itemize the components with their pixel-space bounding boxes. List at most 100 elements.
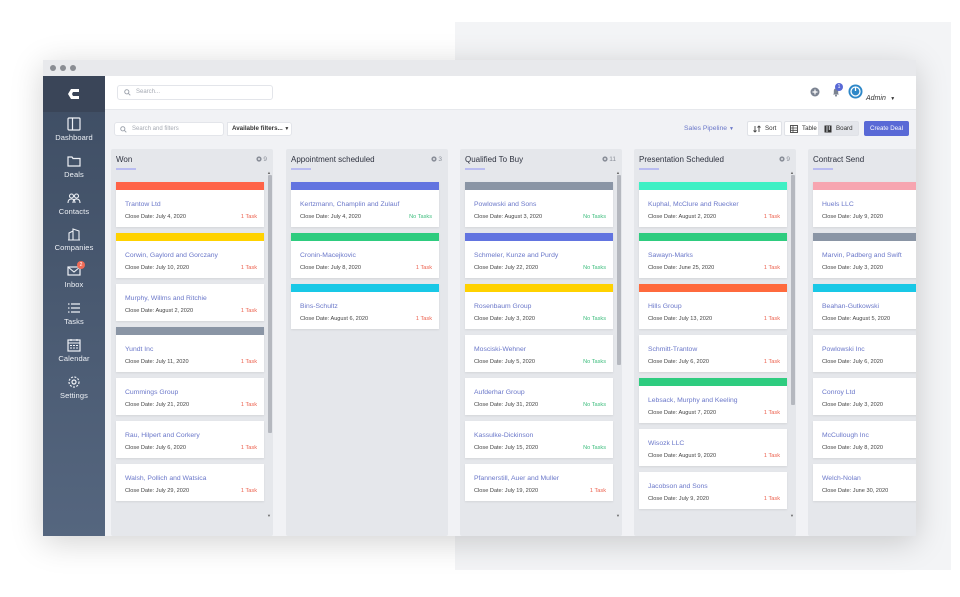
deal-card[interactable]: Lebsack, Murphy and Keeling Close Date: A… <box>639 378 787 423</box>
deal-name-link[interactable]: Bins-Schultz <box>300 303 338 310</box>
deal-name-link[interactable]: Yundt Inc <box>125 346 154 353</box>
deal-name-link[interactable]: Schmeler, Kunze and Purdy <box>474 252 559 259</box>
create-deal-button[interactable]: Create Deal <box>864 121 909 136</box>
deal-card[interactable]: Schmitt-Trantow Close Date: July 6, 2020 1… <box>639 335 787 372</box>
deal-card[interactable]: Aufderhar Group Close Date: July 31, 2020… <box>465 378 613 415</box>
scroll-thumb[interactable] <box>791 175 795 405</box>
task-count[interactable]: No Tasks <box>583 316 606 322</box>
board-view-button[interactable]: Board <box>818 121 859 136</box>
sidebar-item-contacts[interactable]: Contacts <box>43 191 105 227</box>
column-count[interactable]: 9 <box>256 156 267 163</box>
deal-card[interactable]: Pfannerstill, Auer and Muller Close Date:… <box>465 464 613 501</box>
app-logo[interactable] <box>43 76 105 112</box>
deal-card[interactable]: Kassulke-Dickinson Close Date: July 15, 2… <box>465 421 613 458</box>
deal-name-link[interactable]: Cronin-Macejkovic <box>300 252 356 259</box>
scroll-down-icon[interactable]: ▼ <box>267 513 271 518</box>
deal-card[interactable]: Murphy, Willms and Ritchie Close Date: Au… <box>116 284 264 321</box>
deal-name-link[interactable]: Conroy Ltd <box>822 389 856 396</box>
task-count[interactable]: 1 Task <box>763 265 780 271</box>
task-count[interactable]: 1 Task <box>240 445 257 451</box>
deal-card[interactable]: Welch-Nolan Close Date: June 30, 2020 <box>813 464 916 501</box>
scroll-up-icon[interactable]: ▲ <box>790 170 794 175</box>
deal-name-link[interactable]: McCullough Inc <box>822 432 869 439</box>
deal-card[interactable]: Mosciski-Wehner Close Date: July 5, 2020 N… <box>465 335 613 372</box>
deal-name-link[interactable]: Walsh, Pollich and Watsica <box>125 475 207 482</box>
deal-name-link[interactable]: Pfannerstill, Auer and Muller <box>474 475 560 482</box>
sidebar-item-tasks[interactable]: Tasks <box>43 301 105 337</box>
avatar[interactable] <box>848 84 863 99</box>
deal-card[interactable]: Powlowski Inc Close Date: July 6, 2020 <box>813 335 916 372</box>
sidebar-item-dashboard[interactable]: Dashboard <box>43 117 105 153</box>
deal-name-link[interactable]: Beahan-Gutkowski <box>822 303 880 310</box>
deal-name-link[interactable]: Welch-Nolan <box>822 475 861 482</box>
deal-name-link[interactable]: Lebsack, Murphy and Keeling <box>648 397 738 404</box>
deal-card[interactable]: Marvin, Padberg and Swift Close Date: Jul… <box>813 233 916 278</box>
column-count[interactable]: 9 <box>779 156 790 163</box>
deal-name-link[interactable]: Mosciski-Wehner <box>474 346 526 353</box>
task-count[interactable]: 1 Task <box>589 488 606 494</box>
column-scrollbar[interactable]: ▲ ▼ <box>267 170 272 518</box>
deal-card[interactable]: Powlowski and Sons Close Date: August 3, … <box>465 182 613 227</box>
deal-card[interactable]: Kuphal, McClure and Ruecker Close Date: A… <box>639 182 787 227</box>
scroll-thumb[interactable] <box>268 175 272 433</box>
deal-name-link[interactable]: Schmitt-Trantow <box>648 346 698 353</box>
deal-card[interactable]: Conroy Ltd Close Date: July 3, 2020 <box>813 378 916 415</box>
deal-name-link[interactable]: Kertzmann, Champlin and Zulauf <box>300 201 400 208</box>
deal-name-link[interactable]: Cummings Group <box>125 389 179 396</box>
deal-card[interactable]: Sawayn-Marks Close Date: June 25, 2020 1 T… <box>639 233 787 278</box>
deal-card[interactable]: McCullough Inc Close Date: July 8, 2020 <box>813 421 916 458</box>
task-count[interactable]: No Tasks <box>409 214 432 220</box>
task-count[interactable]: 1 Task <box>763 496 780 502</box>
deal-name-link[interactable]: Powlowski Inc <box>822 346 865 353</box>
scroll-down-icon[interactable]: ▼ <box>616 513 620 518</box>
task-count[interactable]: No Tasks <box>583 445 606 451</box>
task-count[interactable]: 1 Task <box>240 265 257 271</box>
task-count[interactable]: 1 Task <box>763 359 780 365</box>
deal-name-link[interactable]: Jacobson and Sons <box>648 483 708 490</box>
deal-card[interactable]: Rau, Hilpert and Corkery Close Date: July… <box>116 421 264 458</box>
window-dot-icon[interactable] <box>70 65 76 71</box>
deal-card[interactable]: Yundt Inc Close Date: July 11, 2020 1 Task <box>116 327 264 372</box>
sidebar-item-calendar[interactable]: Calendar <box>43 338 105 374</box>
filter-search-input[interactable]: Search and filters <box>114 122 224 136</box>
deal-card[interactable]: Huels LLC Close Date: July 9, 2020 <box>813 182 916 227</box>
deal-name-link[interactable]: Murphy, Willms and Ritchie <box>125 295 207 302</box>
deal-name-link[interactable]: Hills Group <box>648 303 682 310</box>
task-count[interactable]: 1 Task <box>763 214 780 220</box>
scroll-down-icon[interactable]: ▼ <box>790 513 794 518</box>
task-count[interactable]: 1 Task <box>763 453 780 459</box>
deal-name-link[interactable]: Corwin, Gaylord and Gorczany <box>125 252 218 259</box>
deal-name-link[interactable]: Rosenbaum Group <box>474 303 532 310</box>
column-scrollbar[interactable]: ▲ ▼ <box>616 170 621 518</box>
deal-name-link[interactable]: Marvin, Padberg and Swift <box>822 252 902 259</box>
sidebar-item-inbox[interactable]: Inbox 2 <box>43 261 105 300</box>
sidebar-item-companies[interactable]: Companies <box>43 227 105 263</box>
sidebar-item-deals[interactable]: Deals <box>43 154 105 190</box>
deal-name-link[interactable]: Powlowski and Sons <box>474 201 537 208</box>
sidebar-item-settings[interactable]: Settings <box>43 375 105 411</box>
deal-name-link[interactable]: Rau, Hilpert and Corkery <box>125 432 200 439</box>
sort-button[interactable]: Sort <box>747 121 783 136</box>
deal-card[interactable]: Bins-Schultz Close Date: August 6, 2020 1 … <box>291 284 439 329</box>
task-count[interactable]: 1 Task <box>240 214 257 220</box>
pipeline-select[interactable]: Sales Pipeline ▼ <box>684 122 734 136</box>
task-count[interactable]: 1 Task <box>415 316 432 322</box>
scroll-thumb[interactable] <box>617 175 621 365</box>
column-scrollbar[interactable]: ▲ ▼ <box>790 170 795 518</box>
column-count[interactable]: 11 <box>602 156 616 163</box>
task-count[interactable]: No Tasks <box>583 402 606 408</box>
task-count[interactable]: 1 Task <box>240 402 257 408</box>
table-view-button[interactable]: Table <box>784 121 823 136</box>
task-count[interactable]: 1 Task <box>763 316 780 322</box>
deal-name-link[interactable]: Sawayn-Marks <box>648 252 693 259</box>
window-dot-icon[interactable] <box>50 65 56 71</box>
deal-card[interactable]: Kertzmann, Champlin and Zulauf Close Date… <box>291 182 439 227</box>
deal-card[interactable]: Cummings Group Close Date: July 21, 2020 1… <box>116 378 264 415</box>
task-count[interactable]: 1 Task <box>240 359 257 365</box>
scroll-up-icon[interactable]: ▲ <box>616 170 620 175</box>
deal-card[interactable]: Walsh, Pollich and Watsica Close Date: Ju… <box>116 464 264 501</box>
task-count[interactable]: 1 Task <box>240 308 257 314</box>
deal-name-link[interactable]: Kuphal, McClure and Ruecker <box>648 201 739 208</box>
deal-name-link[interactable]: Kassulke-Dickinson <box>474 432 534 439</box>
add-icon[interactable] <box>810 87 820 97</box>
